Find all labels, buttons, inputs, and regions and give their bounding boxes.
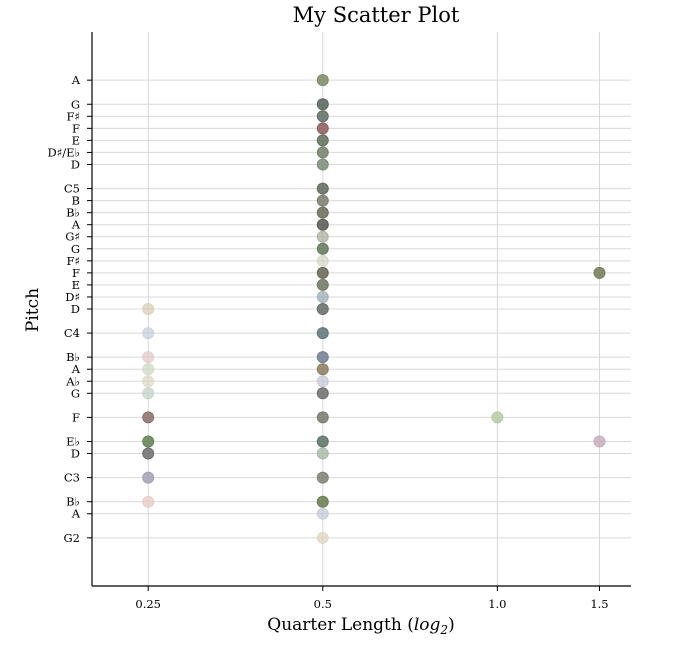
y-tick-label: F (72, 410, 80, 424)
y-tick-label: B♭ (66, 350, 80, 364)
data-point (316, 242, 329, 255)
y-tick-label: E (72, 278, 80, 292)
y-tick-label: A (71, 362, 81, 376)
data-point (593, 435, 606, 448)
x-tick-label: 0.25 (135, 597, 161, 611)
x-axis-label-log-text: log (414, 615, 441, 635)
y-tick-label: C5 (64, 182, 80, 196)
y-tick-label: A (71, 73, 81, 87)
data-point (142, 363, 155, 376)
x-axis-label-close: ) (448, 615, 455, 635)
y-tick-label: E♭ (66, 434, 80, 448)
data-point (316, 158, 329, 171)
x-axis-ticks: 0.25 0.5 1.0 1.5 (135, 586, 609, 611)
y-tick-label: D♯/E♭ (48, 145, 80, 159)
x-axis-label-subscript: 2 (439, 623, 448, 637)
y-tick-label: G (71, 97, 80, 111)
data-point (316, 363, 329, 376)
y-tick-label: G2 (63, 531, 80, 545)
data-point (142, 351, 155, 364)
data-points (142, 74, 606, 544)
data-point (316, 387, 329, 400)
data-point (316, 266, 329, 279)
data-point (316, 375, 329, 388)
y-tick-label: C4 (64, 326, 80, 340)
data-point (316, 110, 329, 123)
data-point (316, 98, 329, 111)
data-point (142, 375, 155, 388)
y-tick-label: C3 (64, 471, 80, 485)
x-tick-label: 1.5 (590, 597, 608, 611)
data-point (316, 290, 329, 303)
data-point (142, 447, 155, 460)
y-tick-label: F♯ (66, 254, 80, 268)
y-tick-label: F♯ (66, 109, 80, 123)
data-point (142, 303, 155, 315)
chart-title: My Scatter Plot (293, 3, 460, 27)
y-tick-label: B♭ (66, 206, 80, 220)
data-point (316, 218, 329, 231)
y-tick-label: G (71, 242, 80, 256)
data-point (142, 327, 155, 340)
y-tick-label: E (72, 133, 80, 147)
data-point (316, 495, 329, 508)
y-axis-ticks: G2AB♭C3DE♭FGA♭AB♭C4DD♯EFF♯GG♯AB♭BC5DD♯/E… (48, 73, 92, 545)
data-point (316, 303, 329, 315)
y-tick-label: A (71, 507, 81, 521)
y-tick-label: D (71, 157, 80, 171)
data-point (316, 411, 329, 424)
y-tick-label: D (71, 302, 80, 316)
data-point (316, 327, 329, 340)
data-point (142, 387, 155, 400)
x-tick-label: 0.5 (314, 597, 332, 611)
y-tick-label: D♯ (65, 290, 80, 304)
data-point (316, 146, 329, 159)
y-tick-label: B (72, 194, 80, 208)
data-point (316, 471, 329, 484)
data-point (142, 411, 155, 424)
data-point (316, 194, 329, 207)
data-point (316, 230, 329, 243)
x-tick-label: 1.0 (488, 597, 506, 611)
data-point (491, 411, 504, 424)
data-point (316, 447, 329, 460)
grid-lines (92, 32, 631, 586)
x-axis-label-text: Quarter Length ( (267, 615, 414, 635)
data-point (316, 74, 329, 87)
y-tick-label: A♭ (65, 374, 80, 388)
y-tick-label: B♭ (66, 495, 80, 509)
y-tick-label: F (72, 266, 80, 280)
data-point (316, 182, 329, 195)
data-point (316, 351, 329, 364)
y-axis-label: Pitch (23, 288, 43, 332)
data-point (593, 266, 606, 279)
x-axis-label: Quarter Length (log2) (267, 615, 454, 637)
data-point (142, 435, 155, 448)
data-point (316, 122, 329, 135)
y-tick-label: G (71, 386, 80, 400)
y-tick-label: F (72, 121, 80, 135)
data-point (316, 435, 329, 448)
data-point (142, 471, 155, 484)
data-point (142, 495, 155, 508)
y-tick-label: A (71, 218, 81, 232)
data-point (316, 254, 329, 267)
data-point (316, 278, 329, 291)
y-tick-label: G♯ (65, 230, 80, 244)
y-tick-label: D (71, 447, 80, 461)
data-point (316, 134, 329, 147)
data-point (316, 531, 329, 544)
data-point (316, 206, 329, 219)
data-point (316, 507, 329, 520)
